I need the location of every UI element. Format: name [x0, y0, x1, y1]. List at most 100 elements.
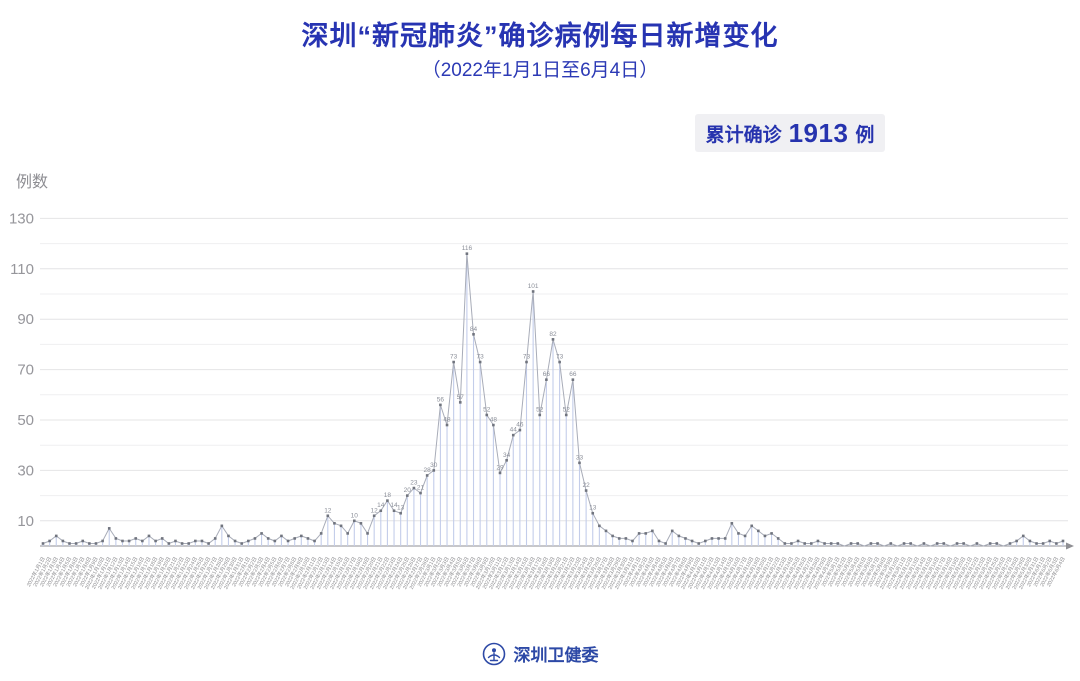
data-point-marker	[1035, 542, 1038, 545]
data-point-label: 73	[523, 354, 531, 361]
data-point-label: 10	[351, 512, 359, 519]
data-point-label: 48	[443, 417, 451, 424]
data-point-marker	[160, 537, 164, 540]
data-point-marker	[121, 539, 124, 543]
data-point-marker	[723, 537, 727, 540]
data-point-marker	[392, 509, 396, 513]
data-point-marker	[776, 537, 780, 540]
data-point-marker	[955, 542, 959, 545]
data-point-label: 82	[549, 331, 557, 338]
data-point-marker	[147, 534, 151, 538]
data-point-marker	[836, 542, 840, 545]
data-point-marker	[134, 537, 138, 540]
data-point-marker	[783, 542, 787, 545]
data-point-label: 44	[510, 427, 518, 434]
data-point-marker	[697, 542, 701, 545]
data-point-label: 101	[528, 283, 539, 290]
data-point-marker	[823, 542, 826, 545]
data-point-marker	[233, 539, 237, 543]
data-point-label: 66	[543, 371, 551, 378]
data-point-label: 21	[417, 485, 425, 492]
data-point-label: 34	[503, 452, 511, 459]
data-point-marker	[584, 489, 588, 492]
data-point-marker	[167, 542, 171, 545]
data-point-marker	[558, 360, 561, 364]
data-point-marker	[127, 539, 131, 543]
data-point-marker	[902, 542, 906, 545]
data-point-marker	[458, 401, 462, 404]
data-point-marker	[1041, 542, 1045, 545]
data-point-label: 14	[390, 502, 398, 509]
badge-unit: 例	[855, 124, 875, 146]
data-point-marker	[962, 542, 965, 545]
data-point-marker	[856, 542, 859, 545]
data-point-label: 73	[477, 354, 485, 361]
data-point-marker	[617, 537, 621, 540]
data-point-marker	[445, 423, 449, 427]
data-point-marker	[107, 527, 111, 530]
data-point-marker	[670, 529, 674, 533]
data-point-marker	[631, 539, 634, 543]
data-point-marker	[551, 338, 555, 341]
data-point-marker	[220, 524, 224, 528]
data-point-marker	[604, 529, 608, 533]
data-point-marker	[677, 534, 681, 538]
data-point-marker	[439, 403, 442, 407]
x-axis-arrow-icon	[1066, 542, 1074, 550]
data-point-marker	[54, 534, 58, 538]
data-point-marker	[247, 539, 250, 543]
data-point-label: 66	[569, 371, 577, 378]
data-point-marker	[518, 428, 522, 432]
data-point-marker	[710, 537, 714, 540]
data-point-marker	[366, 532, 369, 535]
data-point-label: 56	[437, 396, 445, 403]
data-point-marker	[266, 537, 270, 540]
data-point-marker	[704, 539, 707, 543]
data-point-label: 12	[324, 507, 332, 514]
data-point-marker	[333, 522, 336, 525]
data-point-marker	[876, 542, 879, 545]
data-point-marker	[293, 537, 296, 540]
y-tick-label: 30	[17, 462, 34, 479]
data-point-label: 18	[384, 492, 392, 499]
data-point-marker	[498, 471, 502, 475]
data-point-marker	[352, 519, 356, 523]
data-point-marker	[465, 252, 469, 255]
data-point-marker	[737, 532, 740, 535]
data-point-marker	[763, 534, 767, 538]
data-point-marker	[94, 542, 98, 545]
data-point-marker	[869, 542, 873, 545]
data-point-label: 57	[457, 394, 465, 401]
data-point-marker	[319, 532, 323, 535]
footer-org-name: 深圳卫健委	[513, 646, 599, 665]
data-point-marker	[48, 539, 51, 543]
data-point-label: 73	[556, 354, 564, 361]
data-point-marker	[657, 539, 661, 543]
data-point-marker	[935, 542, 939, 545]
data-point-marker	[743, 534, 747, 538]
data-point-marker	[240, 542, 244, 545]
data-point-marker	[339, 524, 343, 528]
data-point-label: 13	[589, 505, 597, 512]
data-point-marker	[88, 542, 91, 545]
y-tick-label: 90	[17, 311, 34, 328]
badge-label: 累计确诊	[705, 124, 782, 146]
data-point-marker	[1008, 542, 1012, 545]
y-tick-label: 110	[10, 261, 34, 278]
data-point-marker	[174, 539, 177, 543]
data-point-marker	[260, 532, 263, 535]
data-point-marker	[644, 532, 648, 535]
data-point-marker	[300, 534, 303, 538]
data-point-label: 14	[377, 502, 385, 509]
data-point-marker	[1021, 534, 1025, 538]
data-point-marker	[187, 542, 191, 545]
badge-value: 1913	[788, 117, 849, 148]
data-point-label: 48	[490, 417, 498, 424]
data-point-marker	[346, 532, 349, 535]
data-point-marker	[849, 542, 853, 545]
data-point-label: 116	[462, 245, 473, 252]
data-point-marker	[578, 461, 581, 465]
data-point-marker	[531, 290, 535, 293]
data-point-marker	[564, 413, 568, 417]
data-point-marker	[478, 360, 482, 364]
